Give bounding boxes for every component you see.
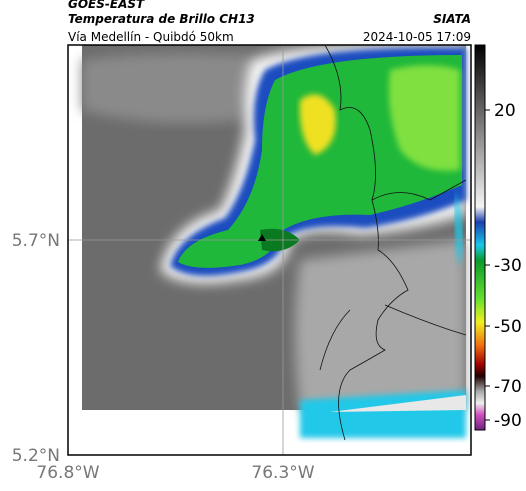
timestamp: 2024-10-05 17:09 bbox=[363, 30, 471, 44]
map-frame bbox=[67, 44, 472, 456]
lon-label: 76.3°W bbox=[251, 463, 314, 483]
satellite-image bbox=[68, 45, 471, 455]
lon-label: 76.8°W bbox=[36, 463, 99, 483]
colorbar bbox=[474, 44, 486, 431]
lat-label: 5.7°N bbox=[12, 231, 60, 251]
title: GOES-EAST bbox=[68, 0, 145, 11]
org: SIATA bbox=[433, 12, 471, 26]
colorbar-tick-label: -90 bbox=[494, 411, 522, 431]
subtitle: Temperatura de Brillo CH13 bbox=[68, 12, 255, 26]
colorbar-tick-label: 20 bbox=[494, 101, 516, 121]
colorbar-tick-label: -50 bbox=[494, 317, 522, 337]
colorbar-tick-label: -70 bbox=[494, 377, 522, 397]
colorbar-tick-label: -30 bbox=[494, 256, 522, 276]
route: Vía Medellín - Quibdó 50km bbox=[68, 30, 234, 44]
lat-label: 5.2°N bbox=[12, 446, 60, 466]
colorbar-ticks: 20 -30 -50 -70 -90 bbox=[485, 101, 522, 431]
